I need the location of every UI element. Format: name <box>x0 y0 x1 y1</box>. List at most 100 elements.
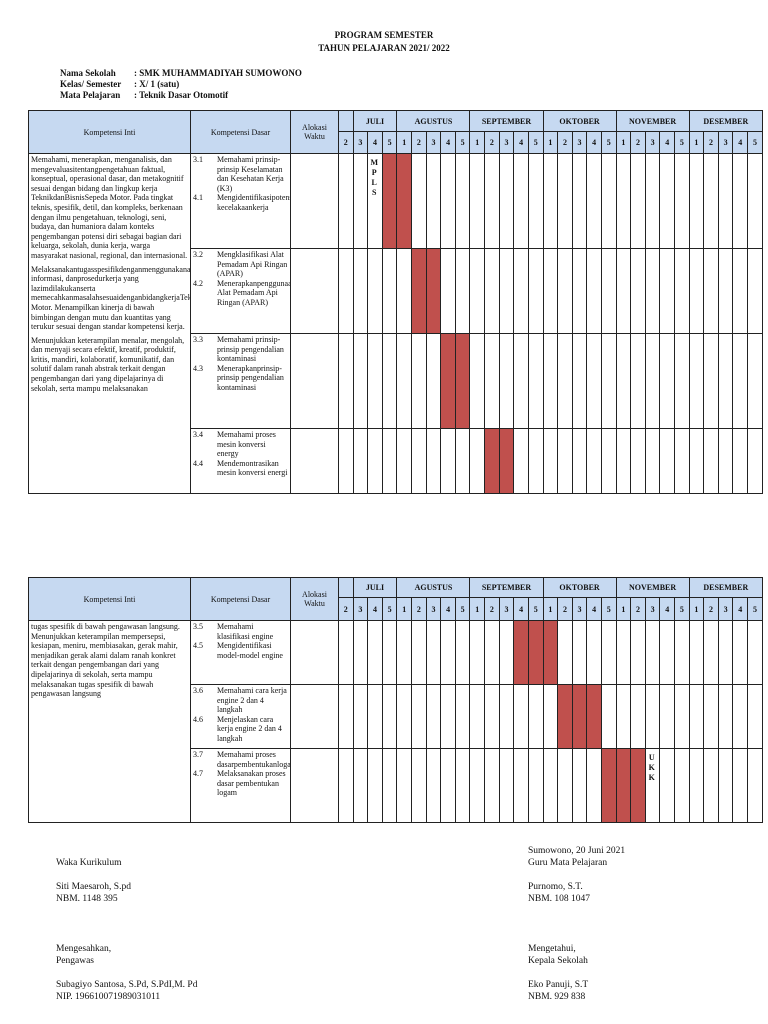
week-cell <box>659 248 676 334</box>
week-cell <box>425 620 442 685</box>
header-kompetensi-inti: Kompetensi Inti <box>28 110 191 154</box>
week-cell <box>747 748 763 823</box>
week-cell <box>571 333 588 429</box>
info-label: Kelas/ Semester <box>60 79 122 89</box>
week-cell <box>732 153 749 249</box>
kd-text: Mengidentifikasipotensidanresiko kecelak… <box>217 193 290 212</box>
week-cell <box>747 153 763 249</box>
kd-number: 3.5 <box>193 622 203 631</box>
header-week: 1 <box>615 597 632 621</box>
week-cell <box>747 620 763 685</box>
signer-role: Pengawas <box>56 956 94 966</box>
scheduled-week-cell <box>600 748 617 823</box>
week-cell <box>586 153 602 249</box>
week-cell <box>600 248 617 334</box>
header-month: AGUSTUS <box>396 110 471 132</box>
week-cell <box>440 684 456 749</box>
week-cell <box>542 748 559 823</box>
week-cell <box>469 748 486 823</box>
place-date: Sumowono, 20 Juni 2021 <box>528 846 626 856</box>
header-week: 4 <box>732 597 749 621</box>
week-cell <box>396 248 413 334</box>
week-cell <box>732 248 749 334</box>
week-cell <box>440 428 456 494</box>
kd-text: Memahami klasifikasi engine <box>217 622 274 641</box>
scheduled-week-cell <box>425 248 442 334</box>
header-week: 4 <box>586 131 602 154</box>
week-cell <box>498 333 515 429</box>
week-cell <box>338 153 354 249</box>
info-value: : X/ 1 (satu) <box>134 79 180 89</box>
week-cell <box>644 333 661 429</box>
week-cell <box>615 620 632 685</box>
header-alokasi-waktu: Alokasi Waktu <box>290 577 339 621</box>
alokasi-waktu-cell <box>290 620 339 685</box>
week-cell <box>586 428 602 494</box>
week-cell <box>674 748 690 823</box>
week-cell <box>513 248 529 334</box>
week-cell <box>717 748 734 823</box>
alokasi-waktu-cell <box>290 684 339 749</box>
signer-role: Guru Mata Pelajaran <box>528 858 608 868</box>
week-cell <box>542 684 559 749</box>
header-kompetensi-dasar: Kompetensi Dasar <box>190 577 291 621</box>
week-cell <box>454 620 471 685</box>
week-cell <box>644 620 661 685</box>
week-cell <box>367 748 383 823</box>
week-cell <box>557 428 573 494</box>
week-cell <box>396 620 413 685</box>
header-week: 5 <box>454 597 471 621</box>
table-row: tugas spesifik di bawah pengawasan langs… <box>28 620 763 823</box>
kompetensi-inti-paragraph: Memahami, menerapkan, menganalisis, dan … <box>31 155 188 260</box>
kd-text: Memahami prinsip-prinsip Keselamatan dan… <box>217 155 284 193</box>
week-cell <box>411 748 427 823</box>
header-week: 2 <box>703 131 719 154</box>
signer-id: NBM. 1148 395 <box>56 894 118 904</box>
week-cell <box>659 684 676 749</box>
header-week: 4 <box>513 597 529 621</box>
signature-left-top: Waka Kurikulum Siti Maesaroh, S.pd NBM. … <box>56 857 131 905</box>
week-cell <box>513 684 529 749</box>
kd-text: Memahami prinsip-prinsip pengendalian ko… <box>217 335 284 364</box>
signer-name: Purnomo, S.T. <box>528 882 583 892</box>
kd-number: 4.2 <box>193 278 203 288</box>
header-week: 2 <box>411 597 427 621</box>
week-cell <box>469 153 486 249</box>
week-cell <box>454 748 471 823</box>
kompetensi-dasar-cell: 3.6 Memahami cara kerja engine 2 dan 4 la… <box>190 684 291 749</box>
signature-left-bottom: Mengesahkan, Pengawas Subagiyo Santosa, … <box>56 943 197 1003</box>
header-week: 2 <box>703 597 719 621</box>
week-cell <box>484 620 500 685</box>
signature-right-bottom: Mengetahui, Kepala Sekolah Eko Panuji, S… <box>528 943 588 1003</box>
kompetensi-dasar-item: 3.4 Memahami proses mesin konversi energy <box>193 430 288 459</box>
kompetensi-dasar-item: 3.3 Memahami prinsip-prinsip pengendalian… <box>193 335 288 364</box>
signer-intro: Mengesahkan, <box>56 944 112 954</box>
week-cell <box>630 428 646 494</box>
week-cell <box>644 248 661 334</box>
week-cell <box>571 620 588 685</box>
week-cell <box>674 333 690 429</box>
header-week: 1 <box>396 131 413 154</box>
kd-number: 4.6 <box>193 714 203 724</box>
header-week: 4 <box>513 131 529 154</box>
header-week: 5 <box>600 597 617 621</box>
header-week: 3 <box>571 597 588 621</box>
week-cell <box>674 428 690 494</box>
kd-number: 3.3 <box>193 335 203 344</box>
week-cell <box>513 333 529 429</box>
week-cell <box>600 620 617 685</box>
week-cell <box>352 748 369 823</box>
week-cell <box>615 684 632 749</box>
week-cell <box>600 153 617 249</box>
week-cell <box>630 248 646 334</box>
week-cell <box>630 684 646 749</box>
week-cell <box>732 620 749 685</box>
header-week: 2 <box>557 597 573 621</box>
table-row: 3.6 Memahami cara kerja engine 2 dan 4 la… <box>29 684 763 749</box>
week-cell <box>352 153 369 249</box>
kd-number: 4.5 <box>193 641 203 651</box>
week-cell <box>717 333 734 429</box>
week-cell <box>338 620 354 685</box>
kd-number: 3.2 <box>193 250 203 259</box>
